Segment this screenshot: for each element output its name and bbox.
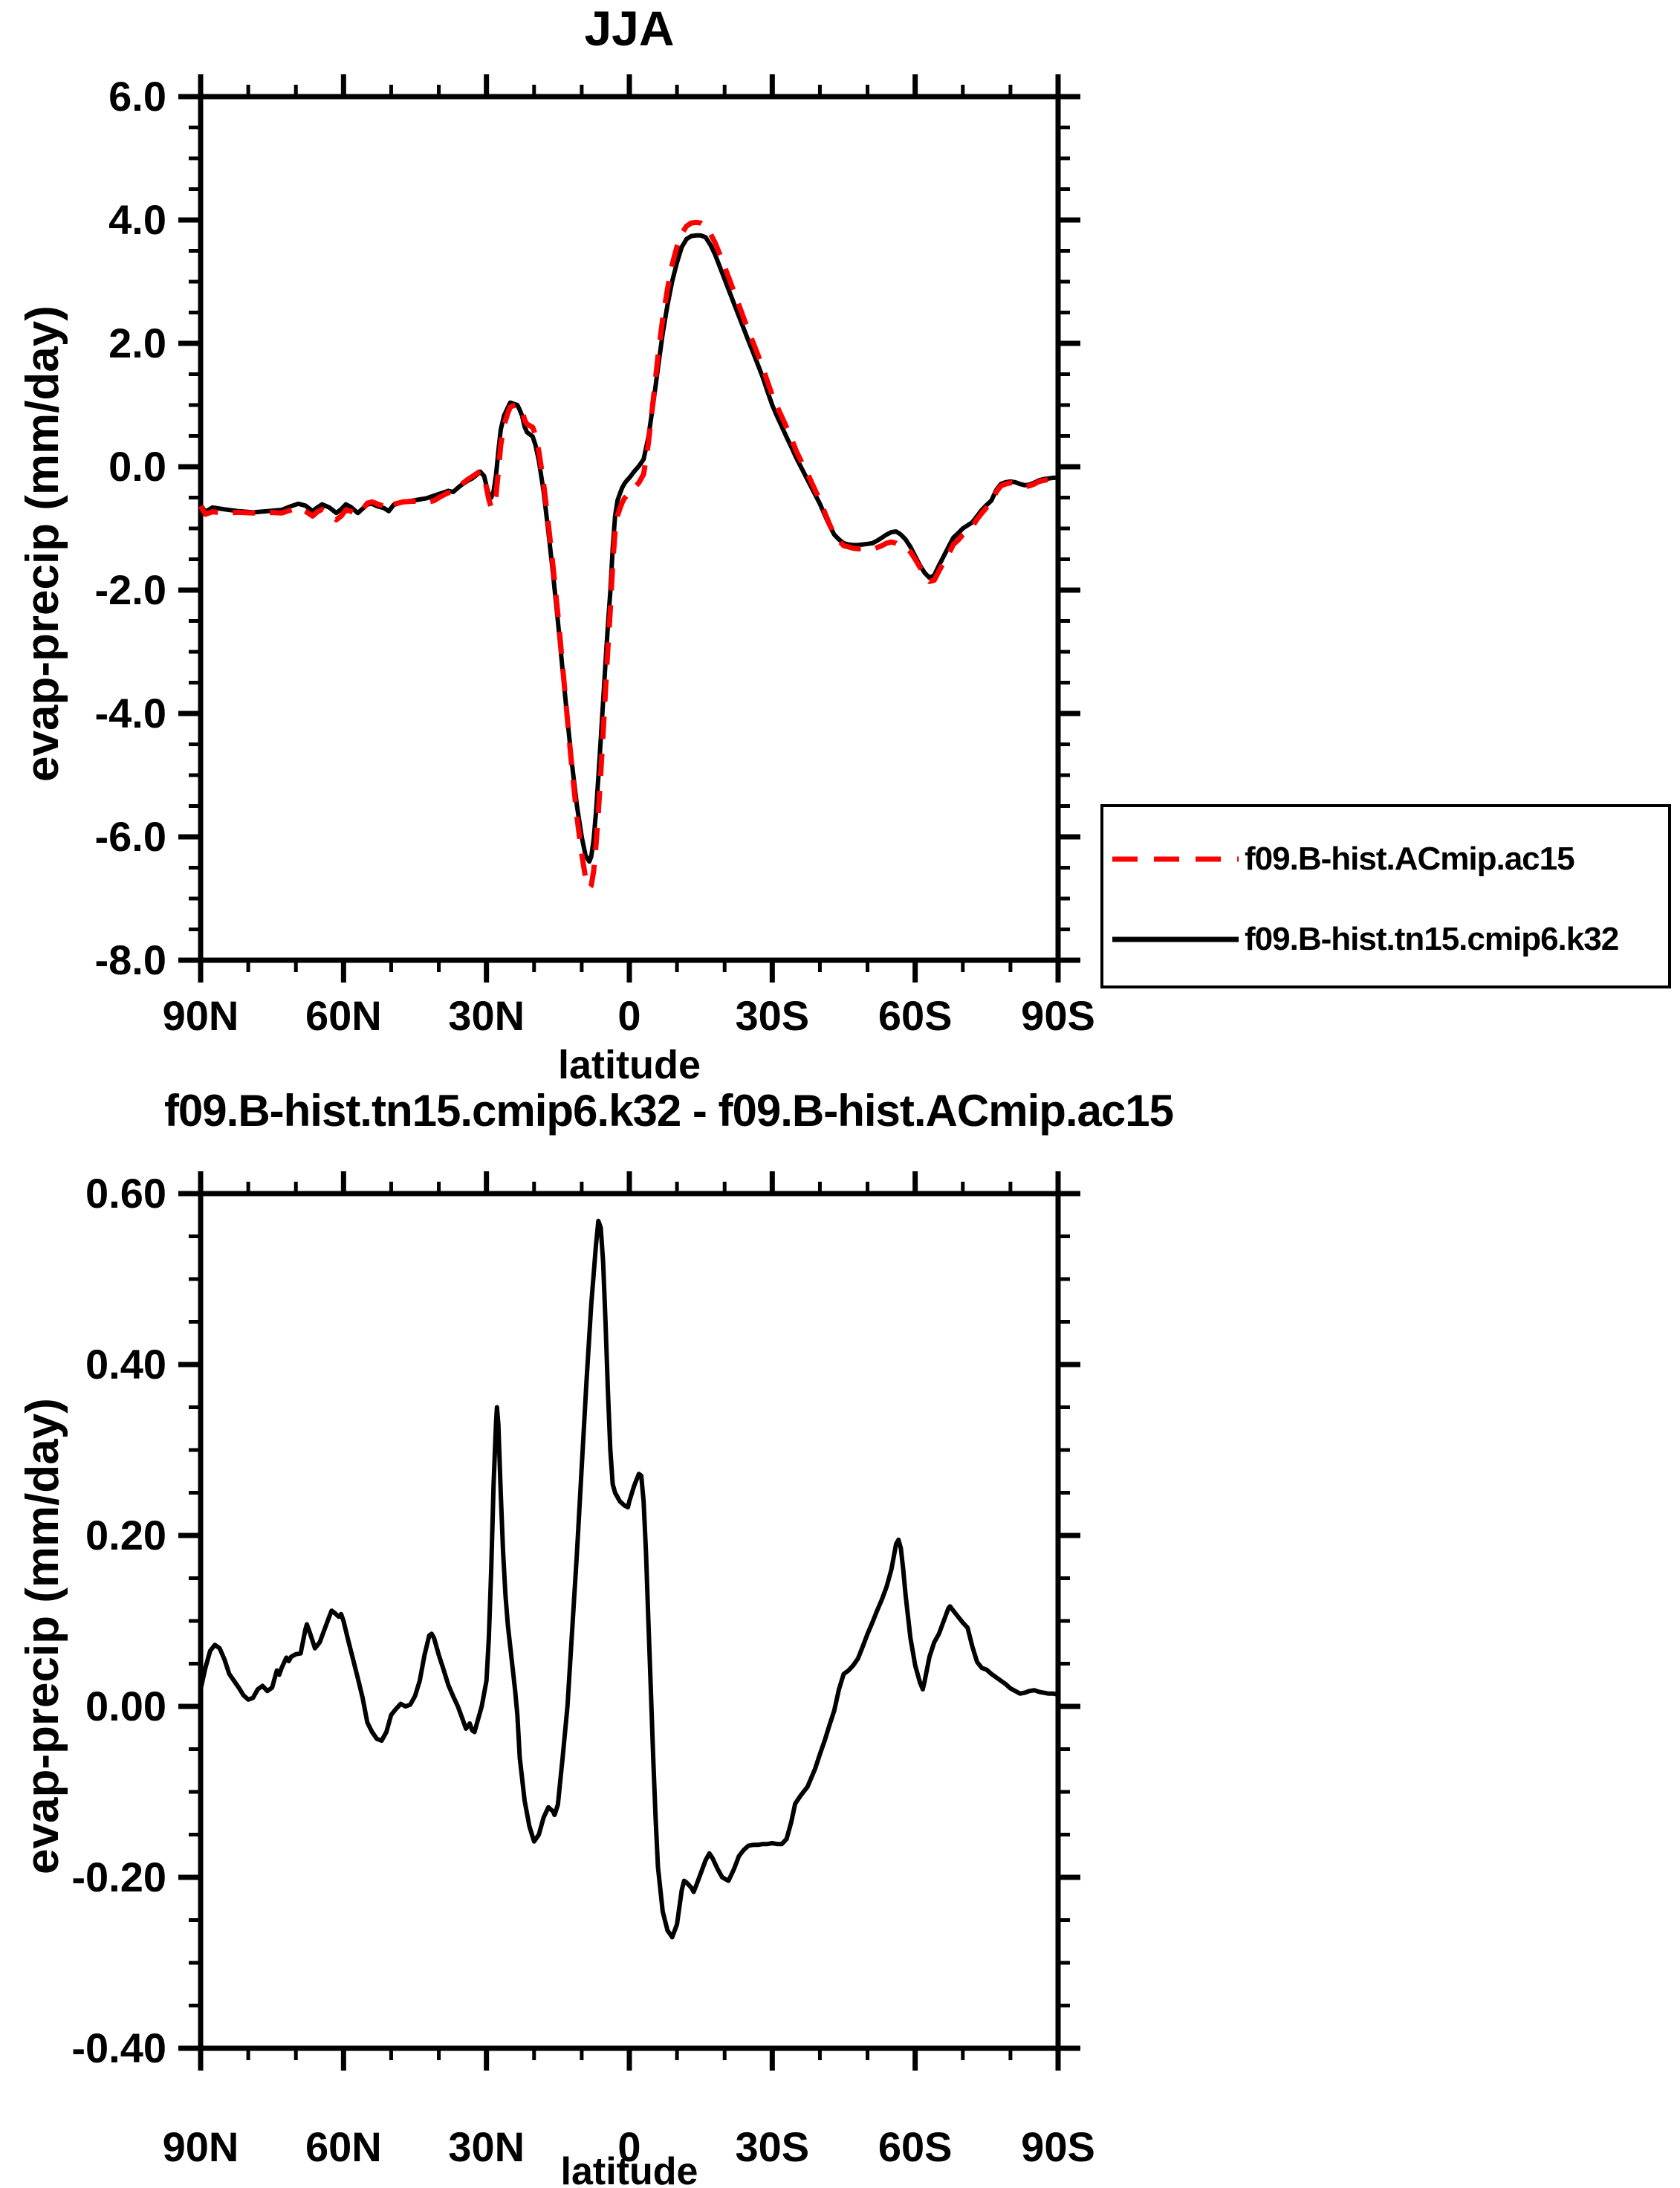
difference-x-tick-label: 30S xyxy=(736,2123,810,2170)
bottom-y-axis-title: evap-precip (mm/day) xyxy=(17,1398,68,1874)
jja-evap-precip-x-tick-label: 60N xyxy=(305,992,382,1039)
jja-evap-precip-y-tick-label: -8.0 xyxy=(95,936,167,983)
bottom-x-axis-title: latitude xyxy=(560,2150,698,2188)
jja-evap-precip-y-tick-label: -6.0 xyxy=(95,813,167,860)
series-tn15-cmip6-k32-minus-acmip-ac15 xyxy=(198,1218,1059,1940)
difference-x-tick-label: 30N xyxy=(448,2123,525,2170)
difference-y-tick-label: 0.40 xyxy=(85,1341,166,1388)
jja-evap-precip-x-tick-label: 60S xyxy=(878,992,953,1039)
jja-evap-precip-y-tick-label: 2.0 xyxy=(108,320,166,366)
jja-evap-precip-y-tick-label: 6.0 xyxy=(108,73,166,120)
jja-evap-precip-x-tick-label: 30N xyxy=(448,992,525,1039)
jja-evap-precip-x-tick-label: 0 xyxy=(617,992,640,1039)
top-x-axis-title: latitude xyxy=(557,1043,701,1087)
jja-evap-precip-y-tick-label: -4.0 xyxy=(95,690,167,737)
jja-evap-precip-plot-box xyxy=(198,94,1061,963)
difference-chart-title: f09.B-hist.tn15.cmip6.k32 - f09.B-hist.A… xyxy=(163,1086,1174,1136)
legend: f09.B-hist.ACmip.ac15 f09.B-hist.tn15.cm… xyxy=(1100,804,1671,988)
difference-y-tick-label: -0.20 xyxy=(71,1854,166,1900)
difference-y-tick-label: 0.00 xyxy=(85,1683,166,1729)
top-chart-title: JJA xyxy=(584,1,675,56)
jja-evap-precip-x-tick-label: 90S xyxy=(1021,992,1095,1039)
difference-y-tick-label: -0.40 xyxy=(71,2024,166,2071)
jja-evap-precip-y-tick-label: 4.0 xyxy=(108,196,166,243)
difference-x-tick-label: 90S xyxy=(1021,2123,1095,2170)
difference-x-tick-label: 60N xyxy=(305,2123,382,2170)
jja-evap-precip-y-tick-label: -2.0 xyxy=(95,566,167,613)
difference-x-tick-label: 60S xyxy=(878,2123,953,2170)
jja-evap-precip-y-tick-label: 0.0 xyxy=(108,443,166,490)
series-f09-b-hist-tn15-cmip6-k32 xyxy=(198,233,1058,864)
legend-item-tn15: f09.B-hist.tn15.cmip6.k32 xyxy=(1112,919,1619,960)
series-f09-b-hist-acmip-ac15 xyxy=(198,219,1059,891)
legend-label-tn15: f09.B-hist.tn15.cmip6.k32 xyxy=(1245,921,1619,957)
difference-y-tick-label: 0.20 xyxy=(85,1512,166,1559)
legend-label-acmip: f09.B-hist.ACmip.ac15 xyxy=(1245,841,1575,877)
legend-solid-line-icon xyxy=(1112,936,1239,942)
difference-x-tick-label: 0 xyxy=(617,2123,640,2170)
legend-item-acmip: f09.B-hist.ACmip.ac15 xyxy=(1112,838,1575,880)
difference-x-tick-label: 90N xyxy=(163,2123,239,2170)
legend-dashed-line-icon xyxy=(1112,856,1239,862)
jja-evap-precip-x-tick-label: 30S xyxy=(736,992,810,1039)
jja-evap-precip-x-tick-label: 90N xyxy=(163,992,239,1039)
difference-y-tick-label: 0.60 xyxy=(85,1170,166,1217)
top-y-axis-title: evap-precip (mm/day) xyxy=(17,305,68,782)
